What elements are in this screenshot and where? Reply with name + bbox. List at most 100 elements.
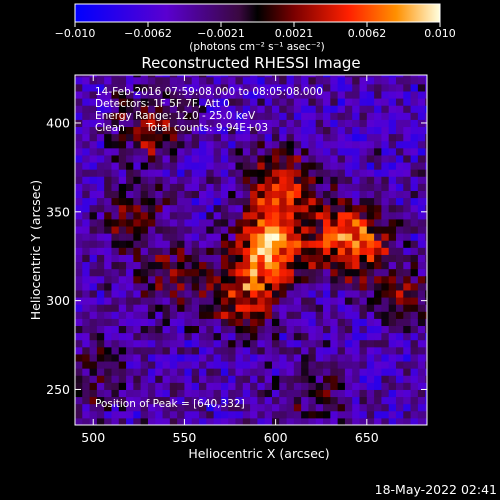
heatmap-cell (169, 119, 178, 128)
heatmap-cell (330, 240, 339, 248)
heatmap-cell (199, 382, 207, 390)
heatmap-cell (381, 304, 390, 312)
heatmap-cell (126, 183, 134, 191)
heatmap-cell (199, 133, 207, 142)
heatmap-cell (366, 98, 375, 106)
heatmap-cell (308, 389, 317, 398)
heatmap-cell (352, 254, 361, 263)
heatmap-cell (75, 368, 83, 376)
heatmap-cell (293, 76, 302, 85)
heatmap-cell (89, 126, 98, 135)
heatmap-cell (191, 403, 200, 412)
heatmap-cell (206, 75, 215, 78)
heatmap-cell (111, 339, 120, 348)
heatmap-cell (140, 254, 149, 263)
heatmap-cell (242, 226, 251, 234)
heatmap-cell (410, 98, 419, 106)
heatmap-cell (257, 154, 266, 163)
heatmap-cell (162, 169, 171, 177)
heatmap-cell (104, 275, 112, 284)
heatmap-cell (337, 247, 346, 255)
heatmap-cell (279, 311, 288, 319)
heatmap-cell (242, 197, 251, 206)
heatmap-cell (425, 289, 427, 298)
heatmap-cell (235, 325, 244, 334)
heatmap-cell (96, 226, 105, 234)
heatmap-cell (235, 353, 244, 362)
heatmap-cell (359, 83, 368, 92)
heatmap-cell (352, 375, 361, 383)
heatmap-cell (126, 396, 134, 405)
heatmap-cell (308, 126, 317, 135)
heatmap-cell (257, 375, 266, 383)
heatmap-cell (147, 417, 156, 425)
heatmap-cell (155, 332, 164, 341)
heatmap-cell (155, 346, 164, 355)
heatmap-cell (323, 83, 331, 92)
heatmap-cell (126, 297, 134, 305)
heatmap-cell (89, 403, 98, 412)
heatmap-cell (388, 318, 397, 327)
heatmap-cell (104, 353, 112, 362)
heatmap-cell (169, 297, 178, 305)
heatmap-cell (177, 261, 185, 270)
heatmap-cell (169, 162, 178, 170)
heatmap-cell (279, 75, 288, 78)
heatmap-cell (104, 396, 112, 405)
heatmap-cell (228, 204, 236, 213)
heatmap-cell (169, 183, 178, 191)
heatmap-cell (293, 183, 302, 191)
heatmap-cell (242, 325, 251, 334)
heatmap-cell (388, 240, 397, 248)
heatmap-cell (395, 204, 404, 213)
heatmap-cell (199, 105, 207, 113)
heatmap-cell (337, 190, 346, 199)
heatmap-cell (410, 76, 419, 85)
heatmap-cell (147, 147, 156, 156)
heatmap-cell (257, 361, 266, 369)
heatmap-cell (425, 268, 427, 277)
heatmap-cell (257, 233, 266, 241)
heatmap-cell (388, 389, 397, 398)
heatmap-cell (111, 147, 120, 156)
heatmap-cell (330, 282, 339, 291)
heatmap-cell (162, 75, 171, 78)
heatmap-cell (271, 368, 280, 376)
heatmap-cell (417, 90, 426, 99)
heatmap-cell (344, 304, 353, 312)
heatmap-cell (104, 254, 112, 263)
heatmap-cell (366, 119, 375, 128)
heatmap-cell (293, 240, 302, 248)
heatmap-cell (257, 311, 266, 319)
heatmap-cell (199, 183, 207, 191)
heatmap-cell (250, 282, 258, 291)
heatmap-cell (118, 368, 127, 376)
heatmap-cell (395, 126, 404, 135)
heatmap-cell (191, 154, 200, 163)
heatmap-cell (301, 332, 309, 341)
heatmap-cell (257, 75, 266, 78)
heatmap-cell (315, 261, 324, 270)
heatmap-cell (104, 389, 112, 398)
heatmap-cell (323, 353, 331, 362)
heatmap-cell (352, 368, 361, 376)
heatmap-cell (264, 162, 273, 170)
heatmap-cell (140, 204, 149, 213)
heatmap-cell (140, 396, 149, 405)
heatmap-cell (366, 396, 375, 405)
heatmap-cell (126, 226, 134, 234)
heatmap-cell (235, 190, 244, 199)
heatmap-cell (89, 112, 98, 120)
heatmap-cell (191, 382, 200, 390)
heatmap-cell (184, 311, 193, 319)
heatmap-cell (155, 218, 164, 227)
heatmap-cell (403, 289, 412, 298)
heatmap-cell (184, 147, 193, 156)
heatmap-cell (199, 154, 207, 163)
heatmap-cell (366, 375, 375, 383)
heatmap-cell (344, 197, 353, 206)
heatmap-cell (140, 105, 149, 113)
heatmap-cell (286, 119, 295, 128)
heatmap-cell (344, 176, 353, 184)
heatmap-cell (374, 268, 382, 277)
